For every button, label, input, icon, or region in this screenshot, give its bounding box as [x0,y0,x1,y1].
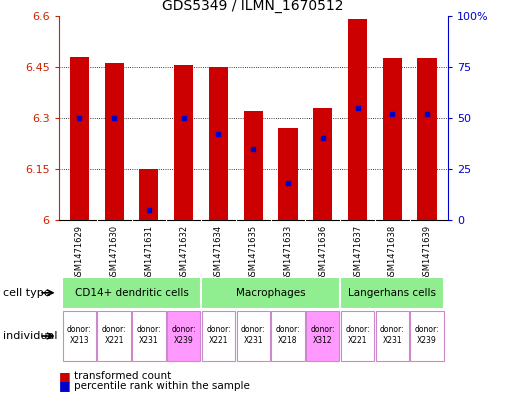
FancyBboxPatch shape [201,277,340,309]
Text: donor:
X231: donor: X231 [241,325,266,345]
Text: donor:
X213: donor: X213 [67,325,92,345]
Bar [313,108,332,220]
FancyBboxPatch shape [167,311,201,361]
Bar [383,58,402,220]
Text: donor:
X231: donor: X231 [136,325,161,345]
Text: donor:
X312: donor: X312 [310,325,335,345]
Bar [174,65,193,220]
Bar [278,128,298,220]
Text: individual: individual [3,331,57,341]
FancyBboxPatch shape [132,311,165,361]
Bar [209,67,228,220]
Text: GSM1471635: GSM1471635 [249,225,258,281]
Text: CD14+ dendritic cells: CD14+ dendritic cells [75,288,188,298]
Text: percentile rank within the sample: percentile rank within the sample [74,381,250,391]
FancyBboxPatch shape [97,311,131,361]
Text: GSM1471634: GSM1471634 [214,225,223,281]
Text: cell type: cell type [3,288,50,298]
FancyBboxPatch shape [62,277,201,309]
Title: GDS5349 / ILMN_1670512: GDS5349 / ILMN_1670512 [162,0,344,13]
FancyBboxPatch shape [410,311,444,361]
Text: donor:
X218: donor: X218 [276,325,300,345]
FancyBboxPatch shape [376,311,409,361]
Bar [105,63,124,220]
Text: donor:
X221: donor: X221 [345,325,370,345]
FancyBboxPatch shape [202,311,235,361]
FancyBboxPatch shape [340,277,444,309]
Text: GSM1471631: GSM1471631 [145,225,153,281]
FancyBboxPatch shape [341,311,374,361]
Text: ■: ■ [59,370,70,383]
Text: GSM1471637: GSM1471637 [353,225,362,281]
Text: donor:
X239: donor: X239 [415,325,439,345]
Text: GSM1471638: GSM1471638 [388,225,397,281]
Bar [139,169,158,220]
Text: GSM1471629: GSM1471629 [75,225,84,281]
FancyBboxPatch shape [271,311,305,361]
Text: donor:
X221: donor: X221 [102,325,126,345]
Text: Macrophages: Macrophages [236,288,305,298]
Text: Langerhans cells: Langerhans cells [348,288,436,298]
Text: donor:
X221: donor: X221 [206,325,231,345]
Text: GSM1471639: GSM1471639 [422,225,432,281]
Text: donor:
X231: donor: X231 [380,325,405,345]
Bar [70,57,89,220]
Text: GSM1471630: GSM1471630 [109,225,119,281]
Text: GSM1471633: GSM1471633 [284,225,293,281]
Text: ■: ■ [59,379,70,393]
Bar [348,19,367,220]
Bar [417,58,437,220]
Bar [244,111,263,220]
Text: GSM1471636: GSM1471636 [318,225,327,281]
FancyBboxPatch shape [237,311,270,361]
Text: GSM1471632: GSM1471632 [179,225,188,281]
FancyBboxPatch shape [306,311,340,361]
Text: donor:
X239: donor: X239 [172,325,196,345]
FancyBboxPatch shape [63,311,96,361]
Text: transformed count: transformed count [74,371,171,382]
